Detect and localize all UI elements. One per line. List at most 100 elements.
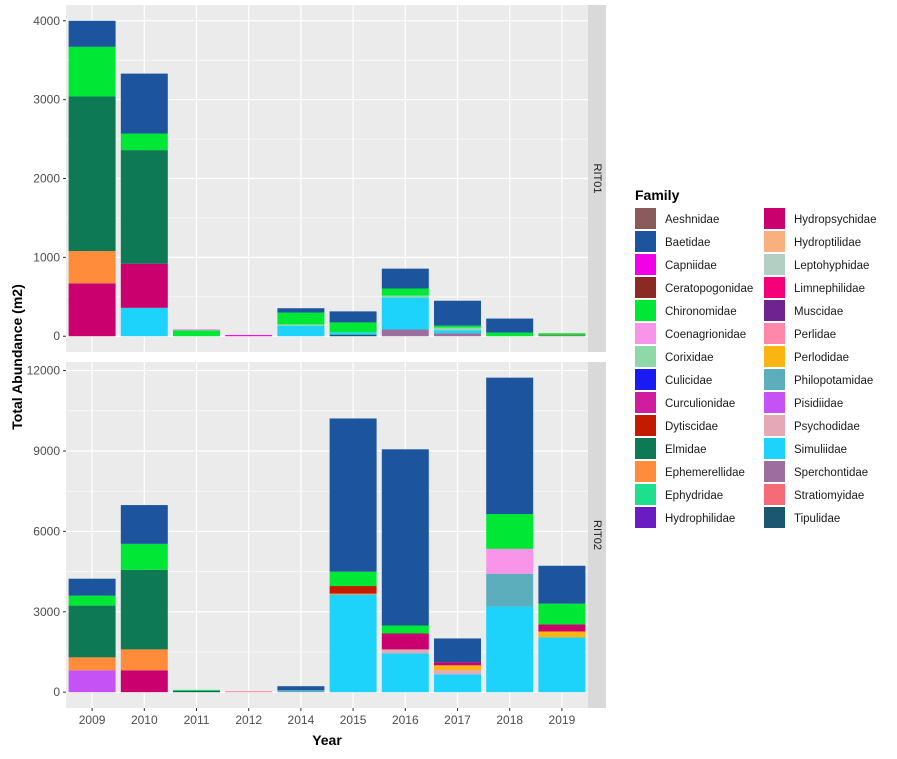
legend-label: Baetidae [665,237,710,249]
y-tick-label: 4000 [33,14,60,28]
panel-rit02: 0 3000 6000 9000 12000 RIT02 [27,362,606,708]
bar-segment-2017-hydropsychidae [434,662,481,666]
legend-label: Capniidae [665,260,717,272]
bar-segment-2015-chironomidae [329,571,377,587]
bar-segment-2009-pisidiidae [68,670,116,693]
bar-segment-2011-chironomidae [173,689,220,691]
bar-segment-2010-baetidae [120,505,168,544]
legend-swatch-corixidae [635,346,656,367]
legend-swatch-limnephilidae [764,277,785,298]
bar-segment-2017-chironomidae [434,325,481,328]
legend-swatch-culicidae [635,369,656,390]
legend-label: Aeshnidae [665,214,719,226]
legend-swatch-ceratopogonidae [635,277,656,298]
x-tick-label: 2017 [444,713,471,727]
legend-label: Ceratopogonidae [665,283,753,295]
bar-segment-2014-philopotamidae [277,690,325,693]
bar-segment-2018-baetidae [486,318,534,333]
bar-segment-2010-simuliidae [120,307,168,337]
bar-segment-2014-chironomidae [277,312,325,325]
legend-label: Psychodidae [794,421,860,433]
y-tick-label: 12000 [27,364,61,378]
bar-segment-2017-psychodidae [434,670,481,675]
legend-swatch-sperchontidae [764,461,785,482]
bar-segment-2016-simuliidae [381,653,429,693]
legend-label: Pisidiidae [794,398,843,410]
legend-swatch-pisidiidae [764,392,785,413]
legend-label: Hydropsychidae [794,214,876,226]
y-axis-title: Total Abundance (m2) [9,284,25,429]
bar-segment-2010-baetidae [120,73,168,134]
legend-label: Curculionidae [665,398,735,410]
bar-segment-2019-baetidae [538,565,586,604]
bar-segment-2014-corixidae [277,324,325,326]
legend-label: Ephydridae [665,490,723,502]
bar-segment-2018-simuliidae [486,606,534,693]
bar-segment-2009-hydropsychidae [68,283,116,337]
bar-segment-2019-chironomidae [538,603,586,625]
bar-segment-2016-sperchontidae [381,329,429,337]
legend-swatch-tipulidae [764,507,785,528]
legend-swatch-simuliidae [764,438,785,459]
legend-swatch-baetidae [635,231,656,252]
legend-swatch-capniidae [635,254,656,275]
y-tick-label: 0 [53,685,60,699]
legend-title: Family [635,187,680,203]
legend-swatch-ephydridae [635,484,656,505]
bar-segment-2017-baetidae [434,300,481,326]
legend-label: Culicidae [665,375,712,387]
bar-segment-2018-chironomidae [486,332,534,337]
bar-segment-2015-ephemerellidae [329,593,377,595]
bar-segment-2015-tipulidae [329,334,377,337]
bar-segment-2015-dytiscidae [329,586,377,594]
legend-swatch-muscidae [764,300,785,321]
legend-swatch-hydrophilidae [635,507,656,528]
bar-segment-2019-perlodidae [538,631,586,638]
bar-segment-2016-chironomidae [381,288,429,296]
bar-segment-2010-chironomidae [120,543,168,570]
bar-segment-2017-sperchontidae [434,333,481,337]
bar-segment-2015-chironomidae [329,322,377,333]
bar-segment-2019-chironomidae [538,333,586,336]
bar-segment-2009-ephemerellidae [68,657,116,671]
legend-label: Corixidae [665,352,714,364]
x-tick-label: 2019 [549,713,576,727]
legend-swatch-hydropsychidae [764,208,785,229]
bar-segment-2019-hydropsychidae [538,624,586,632]
y-tick-label: 0 [53,329,60,343]
bar-segment-2016-baetidae [381,449,429,626]
x-tick-label: 2015 [340,713,367,727]
legend-swatch-aeshnidae [635,208,656,229]
panel-rit01: 0 1000 2000 3000 4000 RIT01 [33,5,606,352]
legend-label: Leptohyphidae [794,260,869,272]
legend-label: Hydroptilidae [794,237,861,249]
bar-segment-2016-corixidae [381,295,429,298]
legend-swatch-chironomidae [635,300,656,321]
bar-segment-2010-elmidae [120,569,168,650]
bar-segment-2017-perlodidae [434,665,481,671]
legend-label: Simuliidae [794,444,847,456]
bar-segment-2012-capniidae [225,335,273,337]
bar-segment-2015-baetidae [329,311,377,323]
bar-segment-2009-ephemerellidae [68,251,116,284]
y-tick-label: 3000 [33,93,60,107]
bar-segment-2018-chironomidae [486,514,534,549]
y-tick-label: 9000 [33,444,60,458]
legend-label: Dytiscidae [665,421,718,433]
bar-segment-2014-baetidae [277,686,325,691]
bar-segment-2016-psychodidae [381,649,429,654]
bar-segment-2014-simuliidae [277,325,325,337]
facet-strip [588,362,606,708]
bar-segment-2019-simuliidae [538,637,586,693]
legend-swatch-curculionidae [635,392,656,413]
x-tick-label: 2011 [184,713,210,727]
bar-segment-2009-chironomidae [68,46,116,97]
bar-segment-2011-tipulidae [173,690,220,693]
y-tick-label: 6000 [33,524,60,538]
legend-swatch-stratiomyidae [764,484,785,505]
bar-segment-2019-aeshnidae [538,335,586,337]
legend-swatch-philopotamidae [764,369,785,390]
bar-segment-2017-baetidae [434,638,481,663]
legend-label: Ephemerellidae [665,467,745,479]
